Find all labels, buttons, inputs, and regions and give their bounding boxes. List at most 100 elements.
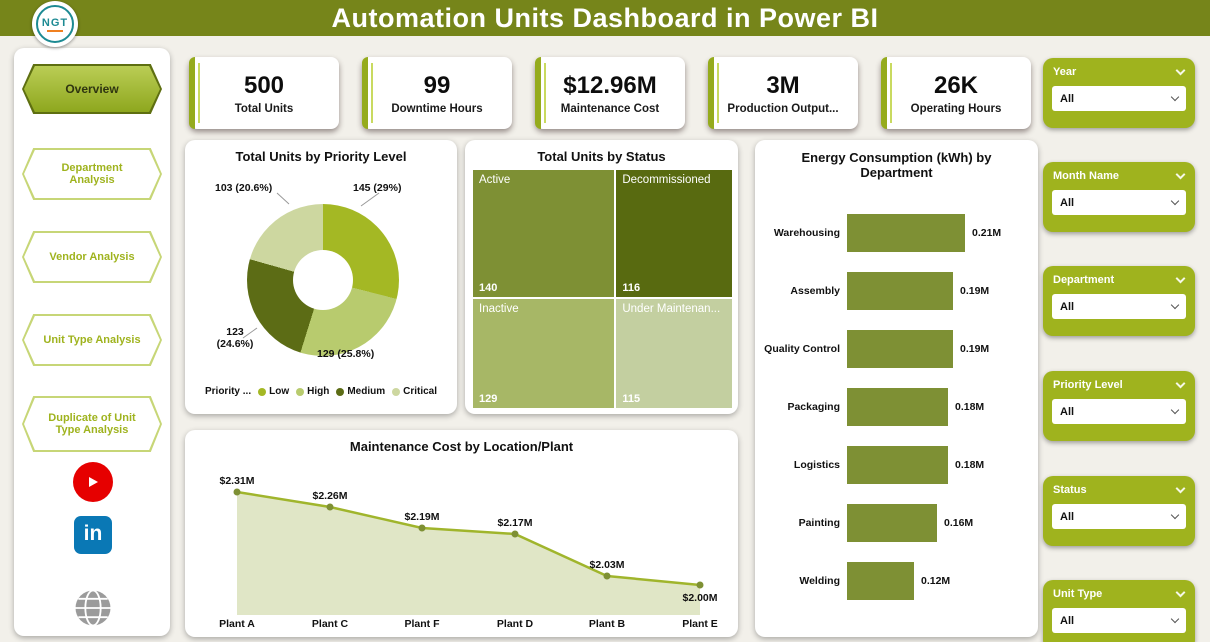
filter-unit-type: Unit Type All — [1043, 580, 1195, 642]
tile-value: 115 — [622, 392, 641, 405]
bar-value-label: 0.18M — [955, 459, 985, 471]
chevron-down-icon — [1170, 510, 1180, 520]
chart-title: Total Units by Status — [537, 149, 666, 164]
filter-header[interactable]: Year — [1052, 65, 1186, 78]
nav-item-department-analysis[interactable]: Department Analysis — [22, 148, 162, 200]
chevron-down-icon — [1175, 483, 1186, 493]
filter-header[interactable]: Unit Type — [1052, 587, 1186, 600]
bar-painting[interactable] — [847, 504, 937, 542]
filter-department: Department All — [1043, 266, 1195, 336]
legend-item-critical[interactable]: Critical — [392, 386, 437, 397]
bar-row: Painting 0.16M — [763, 494, 1032, 552]
nav-item-overview[interactable]: Overview — [22, 64, 162, 114]
chart-title: Energy Consumption (kWh) by Department — [801, 150, 992, 180]
filter-header[interactable]: Month Name — [1052, 169, 1186, 182]
nav-item-duplicate-unit-type-analysis[interactable]: Duplicate of Unit Type Analysis — [22, 396, 162, 452]
treemap-tile-under-maintenance[interactable]: Under Maintenan... 115 — [616, 299, 732, 408]
department-dropdown[interactable]: All — [1052, 294, 1186, 319]
chevron-down-icon — [1170, 405, 1180, 415]
legend-item-high[interactable]: High — [296, 386, 329, 397]
chevron-down-icon — [1170, 196, 1180, 206]
treemap-tile-active[interactable]: Active 140 — [473, 170, 615, 298]
month-name-dropdown[interactable]: All — [1052, 190, 1186, 215]
nav-item-label: Duplicate of Unit Type Analysis — [24, 398, 160, 450]
bar-category-label: Logistics — [793, 459, 840, 471]
status-treemap-panel: Total Units by Status Active 140 Decommi… — [465, 140, 738, 414]
treemap-tile-decommissioned[interactable]: Decommissioned 116 — [616, 170, 732, 298]
filter-header[interactable]: Department — [1052, 273, 1186, 286]
legend-label: Low — [269, 386, 290, 397]
bar-quality-control[interactable] — [847, 330, 953, 368]
kpi-maintenance-cost: $12.96M Maintenance Cost — [535, 57, 685, 129]
area-data-point[interactable] — [696, 581, 704, 589]
legend-label: High — [307, 386, 330, 397]
linkedin-icon[interactable]: in — [73, 515, 113, 555]
bar-value-label: 0.19M — [960, 343, 990, 355]
chevron-down-icon — [1175, 65, 1186, 75]
donut-callout-critical: 103 (20.6%) — [215, 182, 273, 194]
bar-assembly[interactable] — [847, 272, 953, 310]
priority-level-chart-panel: Total Units by Priority Level 103 (20.6%… — [185, 140, 457, 414]
priority-level-dropdown[interactable]: All — [1052, 399, 1186, 424]
nav-item-unit-type-analysis[interactable]: Unit Type Analysis — [22, 314, 162, 366]
website-globe-icon[interactable] — [73, 588, 113, 628]
logo-text: NGT — [41, 16, 69, 29]
donut-callout-low: 145 (29%) — [353, 182, 402, 194]
point-label: $2.00M — [682, 592, 718, 604]
chevron-down-icon — [1175, 273, 1186, 283]
bar-chart: Warehousing 0.21M Assembly 0.19M Quality… — [763, 204, 1032, 610]
kpi-label: Operating Hours — [910, 102, 1002, 115]
area-data-point[interactable] — [418, 524, 426, 532]
legend-title: Priority ... — [204, 386, 252, 397]
area-data-point[interactable] — [233, 488, 241, 496]
bar-row: Warehousing 0.21M — [763, 204, 1032, 262]
status-dropdown[interactable]: All — [1052, 504, 1186, 529]
filter-year: Year All — [1043, 58, 1195, 128]
bar-logistics[interactable] — [847, 446, 948, 484]
filter-status: Status All — [1043, 476, 1195, 546]
donut-chart[interactable] — [247, 204, 399, 356]
unit-type-dropdown[interactable]: All — [1052, 608, 1186, 633]
area-chart-svg — [233, 488, 704, 615]
bar-welding[interactable] — [847, 562, 914, 600]
bar-category-label: Warehousing — [773, 227, 840, 239]
kpi-value: 500 — [243, 71, 285, 99]
filter-header[interactable]: Status — [1052, 483, 1186, 496]
nav-item-vendor-analysis[interactable]: Vendor Analysis — [22, 231, 162, 283]
legend-item-medium[interactable]: Medium — [336, 386, 385, 397]
kpi-operating-hours: 26K Operating Hours — [881, 57, 1031, 129]
donut-legend: Priority ... Low High Medium Critical — [185, 386, 457, 397]
filter-label: Month Name — [1053, 170, 1119, 182]
kpi-value: $12.96M — [563, 71, 657, 99]
bar-row: Quality Control 0.19M — [763, 320, 1032, 378]
area-data-point[interactable] — [603, 572, 611, 580]
youtube-icon[interactable] — [73, 462, 113, 502]
bar-warehousing[interactable] — [847, 214, 965, 252]
area-data-point[interactable] — [326, 503, 334, 511]
treemap: Active 140 Decommissioned 116 Inactive 1… — [473, 170, 732, 408]
chevron-down-icon — [1175, 169, 1186, 179]
nav-item-label: Vendor Analysis — [24, 233, 160, 281]
chevron-down-icon — [1175, 587, 1186, 597]
logo: NGT — [32, 1, 78, 47]
bar-packaging[interactable] — [847, 388, 948, 426]
legend-item-low[interactable]: Low — [258, 386, 289, 397]
tile-value: 140 — [479, 282, 498, 295]
bar-category-label: Packaging — [787, 401, 840, 413]
treemap-tile-inactive[interactable]: Inactive 129 — [473, 299, 615, 408]
chevron-down-icon — [1170, 92, 1180, 102]
energy-consumption-panel: Energy Consumption (kWh) by Department W… — [755, 140, 1038, 637]
area-data-point[interactable] — [511, 530, 519, 538]
logo-accent — [47, 29, 63, 32]
chevron-down-icon — [1170, 614, 1180, 624]
x-axis-label: Plant C — [311, 618, 349, 630]
filter-value: All — [1060, 614, 1075, 627]
filter-header[interactable]: Priority Level — [1052, 378, 1186, 391]
donut-callout-medium: 123 (24.6%) — [216, 326, 254, 350]
filter-value: All — [1060, 196, 1075, 209]
legend-dot — [392, 387, 401, 396]
filter-label: Priority Level — [1053, 379, 1123, 391]
filter-value: All — [1060, 510, 1075, 523]
year-dropdown[interactable]: All — [1052, 86, 1186, 111]
maintenance-cost-panel: Maintenance Cost by Location/Plant $2.31… — [185, 430, 738, 637]
